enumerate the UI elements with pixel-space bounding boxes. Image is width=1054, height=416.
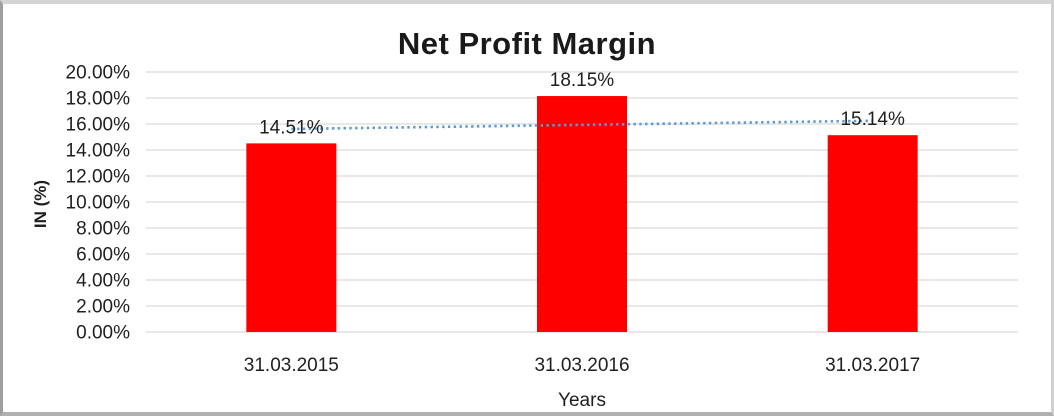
bar[interactable]	[537, 96, 627, 332]
x-axis-title: Years	[558, 390, 606, 411]
y-tick-label: 10.00%	[66, 193, 131, 214]
bar[interactable]	[827, 135, 918, 332]
y-tick-label: 8.00%	[76, 219, 130, 240]
y-tick-label: 20.00%	[66, 63, 131, 84]
data-label: 18.15%	[550, 70, 615, 91]
y-tick-label: 6.00%	[76, 245, 130, 266]
y-tick-label: 16.00%	[66, 115, 131, 136]
x-tick-label: 31.03.2015	[244, 355, 339, 376]
data-label: 15.14%	[840, 109, 905, 130]
y-tick-label: 18.00%	[66, 89, 131, 110]
y-tick-label: 4.00%	[76, 271, 130, 292]
y-tick-label: 14.00%	[66, 141, 131, 162]
y-axis-title: IN (%)	[31, 179, 50, 229]
x-tick-label: 31.03.2016	[534, 355, 629, 376]
chart-title: Net Profit Margin	[397, 26, 657, 61]
data-label: 14.51%	[259, 117, 324, 138]
bar[interactable]	[246, 143, 337, 332]
y-tick-label: 0.00%	[76, 323, 130, 344]
y-tick-label: 12.00%	[66, 167, 131, 188]
chart-plot[interactable]: 0.00% 2.00% 4.00% 6.00% 8.00% 10.00% 12.00% 14.…	[3, 4, 1054, 416]
x-tick-label: 31.03.2017	[825, 355, 920, 376]
trendline	[291, 119, 873, 131]
y-tick-label: 2.00%	[76, 297, 130, 318]
